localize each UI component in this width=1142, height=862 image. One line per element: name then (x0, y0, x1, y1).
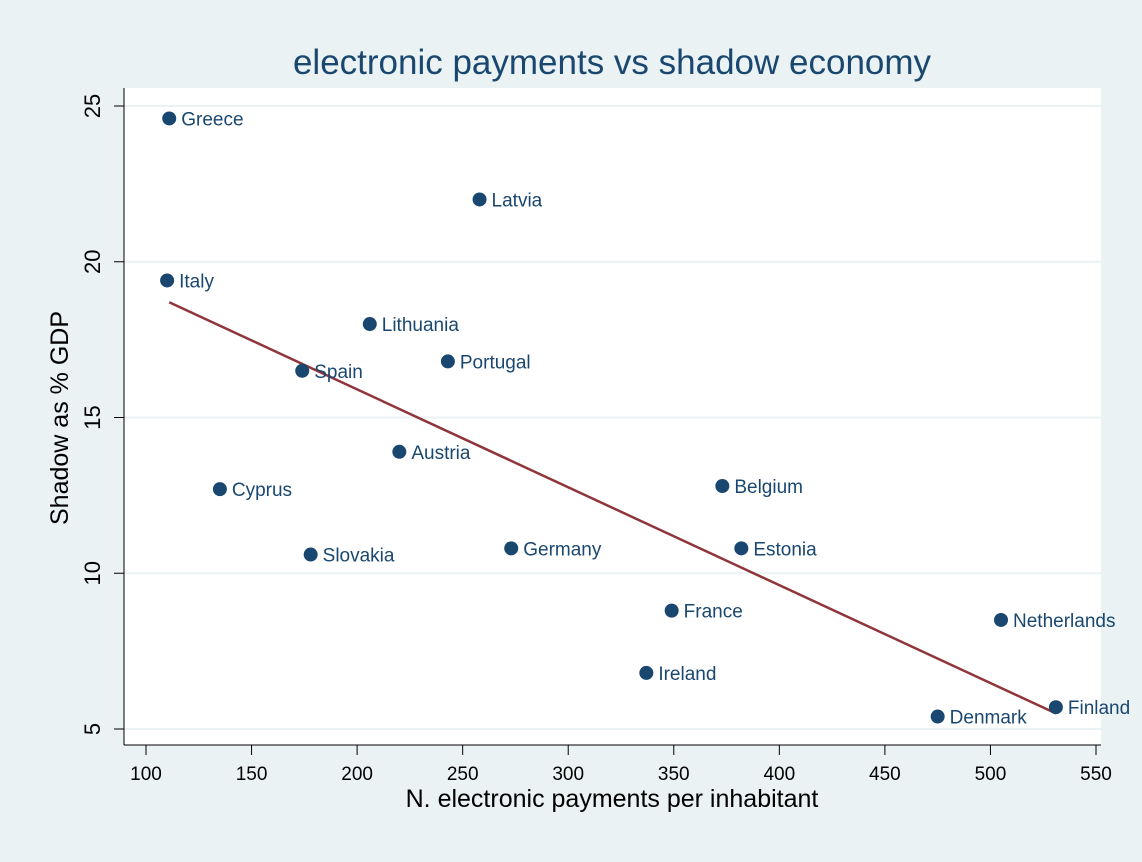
data-label-ireland: Ireland (658, 664, 716, 685)
data-point-estonia (734, 541, 749, 556)
data-label-cyprus: Cyprus (232, 480, 292, 501)
data-point-spain (295, 363, 310, 378)
data-label-italy: Italy (179, 271, 214, 292)
fit-line-layer (168, 301, 1057, 715)
x-tick-label-200: 200 (341, 764, 373, 785)
data-label-spain: Spain (314, 362, 363, 383)
data-label-germany: Germany (523, 539, 602, 560)
data-point-austria (392, 444, 407, 459)
data-label-portugal: Portugal (460, 352, 531, 373)
data-point-portugal (440, 354, 455, 369)
y-tick-label-15: 15 (80, 405, 105, 429)
grid-lines (124, 105, 1101, 730)
data-label-latvia: Latvia (492, 190, 543, 211)
y-tick-label-20: 20 (80, 250, 105, 274)
data-label-lithuania: Lithuania (382, 315, 460, 336)
data-point-finland (1048, 700, 1063, 715)
x-tick-label-100: 100 (130, 764, 162, 785)
y-tick-label-5: 5 (80, 723, 105, 735)
y-axis-label: Shadow as % GDP (46, 311, 74, 525)
x-tick-label-300: 300 (552, 764, 584, 785)
data-point-denmark (930, 709, 945, 724)
y-tick-label-25: 25 (80, 94, 105, 118)
data-label-denmark: Denmark (950, 708, 1028, 729)
data-point-slovakia (303, 547, 318, 562)
data-label-netherlands: Netherlands (1013, 611, 1115, 632)
x-tick-label-150: 150 (236, 764, 268, 785)
data-point-germany (504, 541, 519, 556)
chart-title: electronic payments vs shadow economy (293, 43, 932, 82)
data-label-france: France (684, 602, 743, 623)
data-label-belgium: Belgium (734, 477, 803, 498)
data-point-greece (162, 111, 177, 126)
data-point-italy (160, 273, 175, 288)
data-point-ireland (639, 665, 654, 680)
data-point-cyprus (212, 482, 227, 497)
data-point-belgium (715, 479, 730, 494)
data-point-france (664, 603, 679, 618)
data-point-lithuania (362, 317, 377, 332)
data-label-greece: Greece (181, 109, 243, 130)
data-label-finland: Finland (1068, 698, 1130, 719)
data-point-latvia (472, 192, 487, 207)
x-tick-label-550: 550 (1080, 764, 1112, 785)
x-tick-label-450: 450 (869, 764, 901, 785)
data-label-slovakia: Slovakia (323, 546, 395, 567)
axes: 100 150 200 250 300 350 400 450 500 550 5 10 15 20 25 (80, 88, 1112, 785)
y-tick-label-10: 10 (80, 561, 105, 585)
data-label-estonia: Estonia (753, 539, 817, 560)
x-tick-label-500: 500 (975, 764, 1007, 785)
fit-line (168, 301, 1057, 715)
x-tick-label-400: 400 (763, 764, 795, 785)
data-point-netherlands (994, 612, 1008, 627)
x-axis-label: N. electronic payments per inhabitant (406, 785, 819, 813)
data-label-austria: Austria (411, 443, 471, 464)
x-tick-label-250: 250 (447, 764, 479, 785)
x-tick-label-350: 350 (658, 764, 690, 785)
